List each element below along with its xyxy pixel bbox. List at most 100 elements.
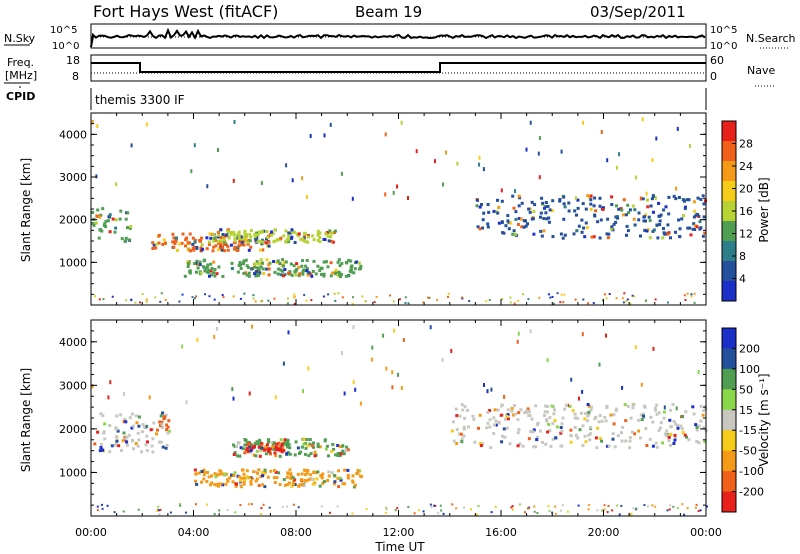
heat-cell [574,298,577,301]
heat-cell [702,409,706,412]
heat-cell [281,258,285,262]
heat-cell [149,428,153,432]
heat-cell [561,416,565,420]
heat-cell [552,302,555,305]
heat-cell [506,417,510,421]
heat-cell [108,450,112,454]
heat-cell [305,195,308,199]
heat-cell [293,296,295,299]
heat-cell [634,345,637,350]
heat-cell [600,130,603,134]
heat-cell [618,152,621,157]
heat-cell [652,210,655,214]
heat-cell [577,224,581,228]
nave-right-tick-bottom: 0 [710,70,717,83]
heat-cell [215,272,219,276]
heat-cell [569,440,573,444]
heat-cell [641,117,644,122]
heat-cell [462,425,466,429]
heat-cell [92,223,96,227]
heat-cell [511,194,515,198]
heat-cell [590,235,594,239]
heat-cell [574,433,578,437]
heat-cell [343,391,346,396]
heat-cell [267,440,270,444]
heat-cell [407,196,409,200]
heat-cell [402,338,405,342]
heat-cell [267,240,271,244]
heat-cell [299,237,303,241]
heat-cell [120,237,124,241]
heat-cell [490,387,493,392]
velocity-y-label: Slant Range [km] [19,368,33,472]
heat-cell [681,503,684,506]
heat-cell [255,239,259,243]
heat-cell [271,232,275,236]
heat-cell [205,247,209,251]
heat-cell [517,428,521,432]
heat-cell [589,202,593,206]
heat-cell [617,207,621,211]
heat-cell [643,405,647,409]
heat-cell [285,452,289,456]
heat-cell [254,274,258,278]
heat-cell [582,298,585,301]
heat-cell [324,447,328,451]
x-tick-label: 08:00 [280,526,312,539]
heat-cell [699,404,703,408]
heat-cell [251,324,254,329]
heat-cell [294,273,298,277]
heat-cell [300,472,304,476]
heat-cell [551,296,554,298]
heat-cell [638,436,642,440]
heat-cell [107,395,110,400]
heat-cell [184,238,188,242]
heat-cell [341,482,345,486]
heat-cell [282,234,286,238]
heat-cell [243,443,247,447]
heat-cell [302,389,304,394]
heat-cell [253,272,257,276]
heat-cell [279,236,283,240]
heat-cell [202,470,206,474]
heat-cell [598,196,602,200]
heat-cell [384,192,387,197]
heat-cell [404,296,407,299]
heat-cell [287,237,291,241]
heat-cell [338,271,342,275]
heat-cell [330,450,334,453]
heat-cell [161,242,165,246]
heat-cell [610,225,614,229]
heat-cell [397,372,399,377]
heat-cell [102,298,105,301]
heat-cell [157,241,161,245]
heat-cell [365,508,368,511]
heat-cell [238,240,242,244]
heat-cell [327,474,331,478]
heat-cell [597,420,601,424]
heat-cell [283,268,287,271]
heat-cell [657,201,661,205]
heat-cell [666,509,669,512]
heat-cell [288,452,292,456]
heat-cell [517,411,521,415]
heat-cell [520,225,524,229]
heat-cell [316,232,320,236]
heat-cell [231,387,234,392]
heat-cell [690,295,693,298]
heat-cell [553,419,557,422]
heat-cell [231,480,235,484]
heat-cell [596,509,599,512]
heat-cell [197,471,201,475]
heat-cell [145,298,148,301]
heat-cell [273,451,277,455]
heat-cell [518,196,522,200]
heat-cell [461,296,463,299]
heat-cell [114,443,117,447]
heat-cell [323,133,326,138]
heat-cell [588,438,592,442]
heat-cell [260,442,264,446]
heat-cell [694,506,697,509]
heat-cell [253,262,257,266]
